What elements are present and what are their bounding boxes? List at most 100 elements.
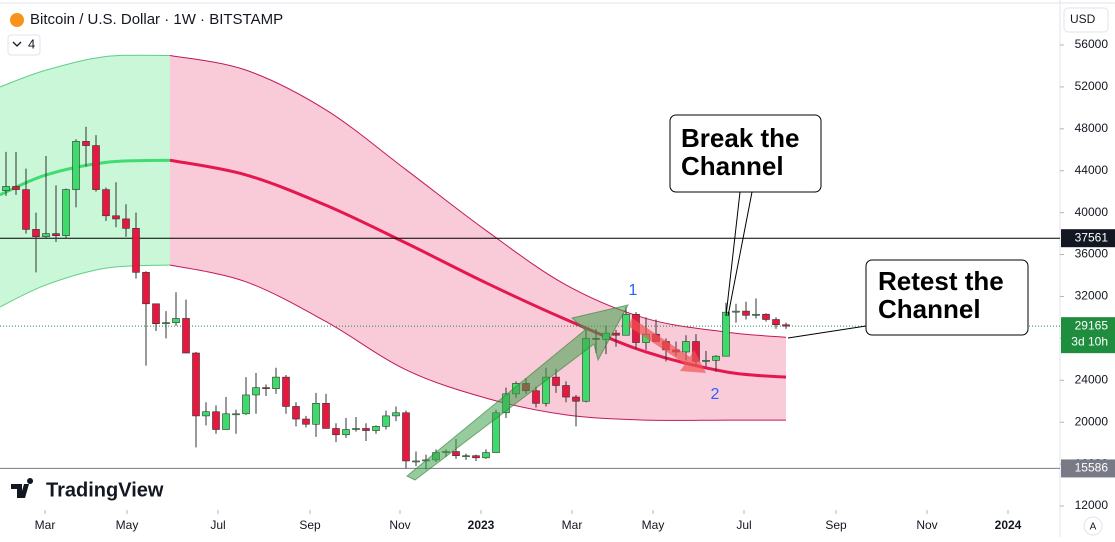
brand-logo [11, 478, 34, 498]
candle-body [32, 229, 40, 238]
candle-body [462, 455, 470, 458]
candle-body [202, 411, 210, 417]
candle-body [252, 387, 260, 396]
candle-body [102, 189, 110, 217]
y-tick-label: 40000 [1075, 205, 1109, 219]
price-label: 37561 [1075, 230, 1109, 244]
x-tick-label: May [116, 518, 139, 532]
candle-body [212, 411, 220, 430]
red-arrow [628, 318, 706, 373]
candle-body [152, 303, 160, 324]
candle-body [722, 311, 730, 357]
x-tick-label: 2024 [995, 518, 1022, 532]
candle-body [532, 390, 540, 404]
candle-body [732, 310, 740, 313]
candle-body [172, 318, 180, 323]
candle-body [52, 233, 60, 236]
callout-box [865, 259, 1029, 336]
candle-body [242, 394, 250, 415]
y-tick-label: 24000 [1075, 372, 1109, 386]
candle-body [82, 141, 90, 146]
x-tick-label: Sep [825, 518, 847, 532]
candle-body [412, 460, 420, 463]
y-tick-label: 44000 [1075, 163, 1109, 177]
x-tick-label: Mar [562, 518, 583, 532]
brand-name: TradingView [46, 479, 164, 501]
callout-text: Channel [681, 151, 784, 181]
currency-button[interactable] [1063, 7, 1109, 33]
y-tick-label: 20000 [1075, 414, 1109, 428]
x-tick-label: May [642, 518, 665, 532]
x-tick-label: 2023 [468, 518, 495, 532]
candle-body [782, 324, 790, 327]
candle-body [302, 418, 310, 425]
callout-pointer [787, 325, 867, 339]
candle-body [22, 189, 30, 230]
candle-body [402, 412, 410, 462]
auto-scale-button[interactable] [1083, 516, 1103, 536]
callout-text: Retest the [878, 266, 1004, 296]
candle-body [112, 215, 120, 220]
candle-body [192, 352, 200, 417]
price-label-bg [1061, 229, 1115, 248]
candle-body [452, 451, 460, 457]
y-tick-label: 36000 [1075, 247, 1109, 261]
candle-body [292, 406, 300, 420]
y-tick-label: 48000 [1075, 121, 1109, 135]
x-tick-label: Sep [299, 518, 321, 532]
candle-body [72, 141, 80, 190]
wave-label: 1 [629, 282, 638, 299]
candle-body [712, 355, 720, 361]
candle-body [772, 319, 780, 326]
candle-body [392, 412, 400, 417]
channel-lower [0, 264, 171, 308]
x-tick-label: Nov [916, 518, 937, 532]
currency: USD [1070, 12, 1096, 26]
candle-body [122, 218, 130, 229]
candle-body [682, 341, 690, 353]
candle-body [472, 455, 480, 459]
x-tick-label: Jul [736, 518, 751, 532]
candle-body [622, 313, 630, 336]
candle-body [382, 415, 390, 427]
callout-text: Break the [681, 123, 800, 153]
candle-body [752, 313, 760, 316]
countdown-label: 3d 10h [1071, 334, 1108, 348]
last-price-label: 29165 [1075, 318, 1109, 332]
green-arrow [406, 304, 629, 481]
callout-text: Channel [878, 294, 981, 324]
x-tick-label: Nov [389, 518, 410, 532]
symbol-icon [10, 13, 24, 27]
price-label: 15586 [1075, 461, 1109, 475]
candle-body [2, 186, 10, 191]
candle-body [702, 360, 710, 362]
candle-body [92, 145, 100, 190]
chevron-icon [12, 41, 22, 47]
indicator-toggle[interactable] [7, 34, 41, 56]
candle-body [612, 332, 620, 336]
x-tick-label: Jul [210, 518, 225, 532]
callout-box [669, 114, 822, 193]
candle-body [572, 396, 580, 402]
candle-body [12, 186, 20, 190]
indicator-count: 4 [28, 36, 35, 51]
channel-upper [169, 54, 787, 338]
channel-fill [0, 55, 170, 307]
candle-body [762, 313, 770, 320]
candle-body [62, 189, 70, 236]
candle-body [322, 403, 330, 429]
y-tick-label: 32000 [1075, 289, 1109, 303]
candle-body [352, 428, 360, 430]
last-price-bg [1061, 317, 1115, 354]
channel-upper [0, 54, 171, 88]
y-tick-label: 56000 [1075, 37, 1109, 51]
axis-layer: 1200016000200002400028000320003600040000… [35, 37, 1115, 532]
candle-body [342, 429, 350, 436]
candle-body [132, 228, 140, 273]
candle-body [232, 413, 240, 416]
price-line-layer [0, 237, 1060, 469]
y-tick-label: 52000 [1075, 79, 1109, 93]
candle-body [222, 413, 230, 430]
candle-body [372, 426, 380, 431]
